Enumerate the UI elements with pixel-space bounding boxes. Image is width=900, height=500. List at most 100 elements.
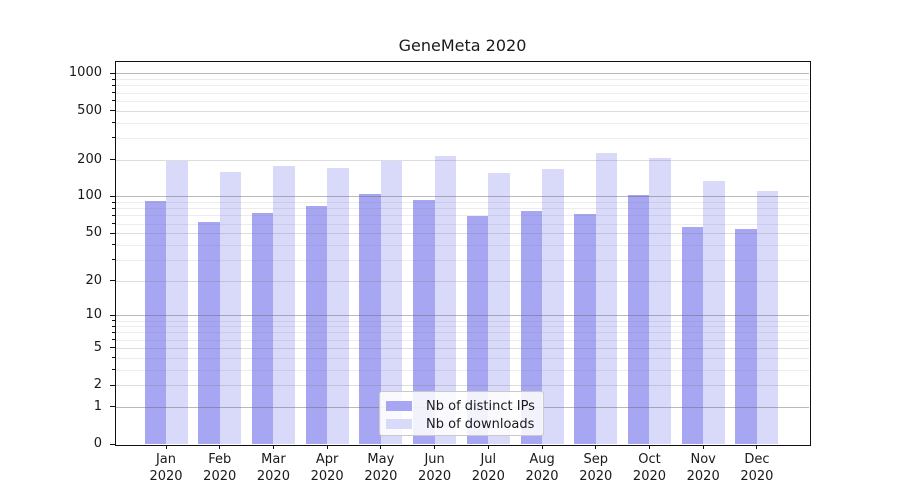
- bar-downloads-jan: [166, 161, 188, 444]
- x-tick-label-nov: Nov 2020: [686, 452, 720, 484]
- bar-downloads-dec: [756, 191, 779, 444]
- x-tick-mark: [380, 445, 382, 449]
- y-tick-label: 200: [77, 151, 102, 167]
- y-tick-mark: [110, 314, 115, 316]
- x-tick-label-dec: Dec 2020: [740, 452, 774, 484]
- legend-swatch-downloads: [386, 419, 412, 429]
- bar-downloads-may: [380, 160, 403, 444]
- y-tick-label: 500: [77, 102, 102, 118]
- bar-distinct-ips-jul: [466, 216, 489, 444]
- y-minor-tick-mark: [112, 331, 115, 333]
- gridline-400: [116, 122, 809, 124]
- bar-downloads-jun: [434, 155, 457, 444]
- y-minor-tick-mark: [112, 320, 115, 321]
- gridline-700: [116, 92, 809, 94]
- y-tick-mark: [110, 110, 115, 112]
- y-minor-tick-mark: [112, 137, 115, 139]
- y-tick-label: 1: [93, 398, 102, 414]
- y-minor-tick-mark: [112, 201, 115, 203]
- legend: Nb of distinct IPs Nb of downloads: [379, 391, 544, 436]
- bar-distinct-ips-apr: [305, 206, 328, 444]
- bar-downloads-jul: [488, 173, 510, 444]
- legend-label-downloads: Nb of downloads: [426, 416, 535, 432]
- y-tick-mark: [110, 384, 115, 386]
- bar-downloads-oct: [649, 158, 671, 444]
- x-tick-mark: [756, 445, 758, 449]
- y-tick-mark: [110, 72, 115, 74]
- y-minor-tick-mark: [112, 78, 115, 80]
- legend-swatch-distinct-ips: [386, 401, 412, 411]
- y-tick-label: 1000: [68, 65, 102, 81]
- legend-item-downloads: Nb of downloads: [380, 415, 543, 433]
- y-tick-mark: [110, 406, 115, 408]
- y-tick-label: 10: [85, 307, 102, 323]
- y-minor-tick-mark: [112, 122, 115, 123]
- bar-downloads-sep: [595, 152, 618, 444]
- y-minor-tick-mark: [112, 339, 115, 341]
- y-tick-mark: [110, 347, 115, 349]
- gridline-200: [116, 159, 809, 161]
- bar-distinct-ips-jan: [144, 200, 166, 444]
- bar-downloads-apr: [327, 167, 349, 444]
- bar-distinct-ips-mar: [251, 213, 274, 444]
- y-minor-tick-mark: [112, 207, 115, 209]
- y-tick-label: 20: [85, 272, 102, 288]
- gridline-300: [116, 137, 809, 139]
- x-tick-label-sep: Sep 2020: [579, 452, 613, 484]
- x-tick-mark: [648, 445, 650, 449]
- gridline-600: [116, 100, 809, 102]
- y-tick-mark: [110, 280, 115, 282]
- y-tick-mark: [110, 159, 115, 161]
- bar-distinct-ips-jun: [413, 200, 435, 444]
- chart-title: GeneMeta 2020: [398, 36, 527, 55]
- x-tick-label-jan: Jan 2020: [149, 452, 183, 484]
- bar-distinct-ips-nov: [681, 227, 704, 444]
- y-minor-tick-mark: [112, 223, 115, 224]
- y-minor-tick-mark: [112, 244, 115, 246]
- y-tick-label: 100: [77, 188, 102, 204]
- y-minor-tick-mark: [112, 92, 115, 94]
- gridline-1000: [116, 73, 809, 75]
- bar-downloads-aug: [542, 168, 564, 444]
- legend-label-distinct-ips: Nb of distinct IPs: [426, 398, 535, 414]
- x-tick-label-mar: Mar 2020: [256, 452, 290, 484]
- y-minor-tick-mark: [112, 369, 115, 371]
- gridline-500: [116, 110, 809, 112]
- x-tick-mark: [595, 445, 597, 449]
- y-tick-mark: [110, 195, 115, 197]
- x-tick-label-may: May 2020: [364, 452, 398, 484]
- x-tick-mark: [487, 445, 489, 449]
- y-tick-label: 2: [93, 377, 102, 393]
- bar-distinct-ips-may: [359, 193, 381, 444]
- bar-distinct-ips-dec: [735, 229, 757, 444]
- x-tick-mark: [702, 445, 704, 449]
- x-tick-mark: [219, 445, 221, 449]
- bar-distinct-ips-feb: [198, 221, 220, 444]
- y-minor-tick-mark: [112, 357, 115, 359]
- legend-item-distinct-ips: Nb of distinct IPs: [380, 397, 543, 415]
- x-tick-mark: [434, 445, 436, 449]
- gridline-900: [116, 79, 809, 81]
- x-tick-label-apr: Apr 2020: [310, 452, 344, 484]
- y-tick-label: 50: [85, 225, 102, 241]
- bar-downloads-nov: [703, 180, 725, 444]
- y-tick-label: 5: [93, 339, 102, 355]
- x-tick-mark: [272, 445, 274, 449]
- bar-downloads-feb: [219, 172, 242, 444]
- x-tick-mark: [165, 445, 167, 449]
- y-minor-tick-mark: [112, 84, 115, 86]
- x-tick-mark: [541, 445, 543, 449]
- x-tick-label-feb: Feb 2020: [203, 452, 237, 484]
- y-minor-tick-mark: [112, 259, 115, 261]
- y-minor-tick-mark: [112, 325, 115, 327]
- gridline-800: [116, 85, 809, 87]
- y-minor-tick-mark: [112, 214, 115, 216]
- x-tick-label-oct: Oct 2020: [632, 452, 667, 484]
- x-tick-label-jun: Jun 2020: [418, 452, 452, 484]
- y-tick-mark: [110, 443, 115, 445]
- bar-distinct-ips-oct: [627, 194, 650, 444]
- bar-distinct-ips-sep: [574, 213, 596, 444]
- y-tick-mark: [110, 232, 115, 234]
- x-tick-label-jul: Jul 2020: [471, 452, 505, 484]
